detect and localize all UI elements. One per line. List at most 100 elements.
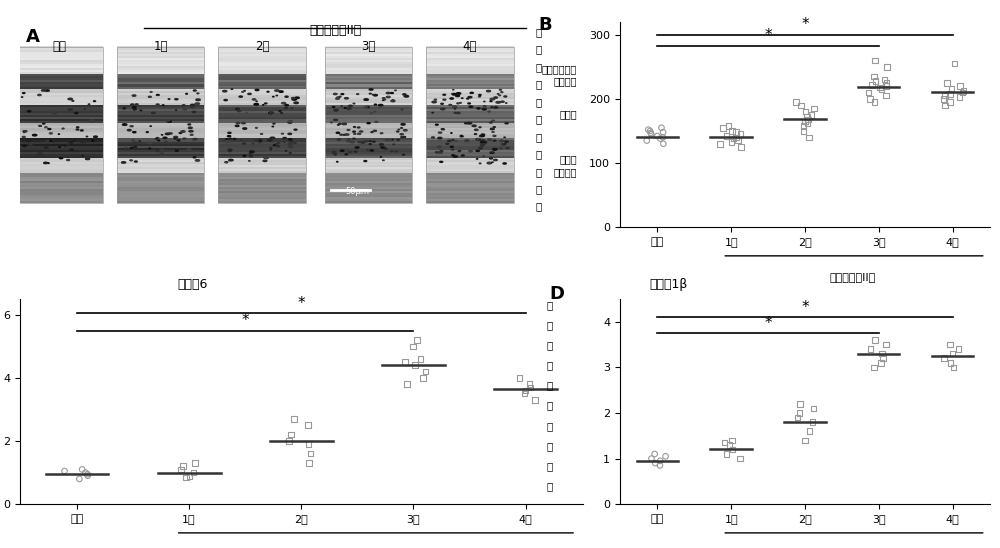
Bar [117,105,204,107]
Bar [16,200,103,203]
Bar [117,77,204,79]
Circle shape [195,103,199,105]
Point [80,471,96,480]
Text: *: * [297,295,305,311]
Bar [218,106,306,109]
Bar [218,198,306,201]
Point [862,345,878,353]
Circle shape [192,139,194,140]
Circle shape [499,89,502,90]
Circle shape [289,146,293,148]
Point [879,78,895,87]
Circle shape [191,106,195,107]
Circle shape [345,98,348,99]
Bar [325,99,412,101]
Bar [16,48,103,50]
Bar [16,81,103,84]
Bar [325,189,412,191]
Bar [117,157,204,159]
Circle shape [188,127,192,129]
Bar [16,64,103,66]
Point [182,471,198,480]
Bar [325,79,412,82]
Bar [325,60,412,62]
Circle shape [67,159,70,161]
Point [805,418,821,426]
Circle shape [131,104,134,105]
Point [655,133,671,142]
Bar [218,161,306,163]
Circle shape [465,140,469,141]
Bar [16,76,103,78]
Circle shape [435,124,438,125]
Circle shape [380,146,383,147]
Circle shape [177,140,180,141]
Text: 微: 微 [535,167,542,176]
Circle shape [346,140,351,142]
Circle shape [457,112,460,113]
Circle shape [341,150,344,151]
Circle shape [39,125,41,126]
Point [655,139,671,148]
Circle shape [382,98,385,99]
Point [876,75,892,84]
Circle shape [492,132,494,133]
Point [873,358,889,367]
Bar [426,118,514,121]
Bar [16,185,103,187]
Text: A: A [26,28,40,46]
Bar [325,157,412,159]
Bar [218,85,306,88]
Bar [218,101,306,103]
Bar [117,56,204,58]
Bar [325,56,412,58]
Point [867,77,883,85]
Bar [218,151,306,154]
Bar [117,150,204,152]
Bar [218,64,306,66]
Circle shape [369,93,371,94]
Bar [117,73,204,76]
Bar [426,132,514,134]
Circle shape [49,133,52,134]
Bar [325,64,412,66]
Bar [426,54,514,56]
Point [71,475,87,483]
Bar [325,93,412,95]
Bar [218,102,306,105]
Bar [426,67,514,70]
Bar [325,134,412,136]
Bar [218,167,306,169]
Circle shape [353,103,355,104]
Bar [218,126,306,128]
Point [281,437,297,446]
Circle shape [480,135,484,137]
Circle shape [472,125,476,127]
Circle shape [506,147,509,149]
Bar [117,171,204,173]
Circle shape [479,96,481,97]
Point [732,454,748,463]
Bar [16,71,103,74]
Bar [16,106,103,109]
Bar [117,106,204,109]
Text: *: * [801,300,809,315]
Bar [16,56,103,58]
Bar [426,105,514,107]
Circle shape [477,108,480,109]
Circle shape [501,144,505,145]
Circle shape [496,101,500,103]
Bar [426,181,514,183]
Bar [16,122,103,124]
Bar [325,62,412,64]
Bar [218,115,306,117]
Point [720,122,736,130]
Circle shape [160,153,163,154]
Bar [325,165,412,167]
Circle shape [500,140,503,141]
Bar [218,89,306,92]
Circle shape [92,140,94,141]
Circle shape [86,158,90,159]
Circle shape [166,120,170,121]
Bar [325,50,412,53]
